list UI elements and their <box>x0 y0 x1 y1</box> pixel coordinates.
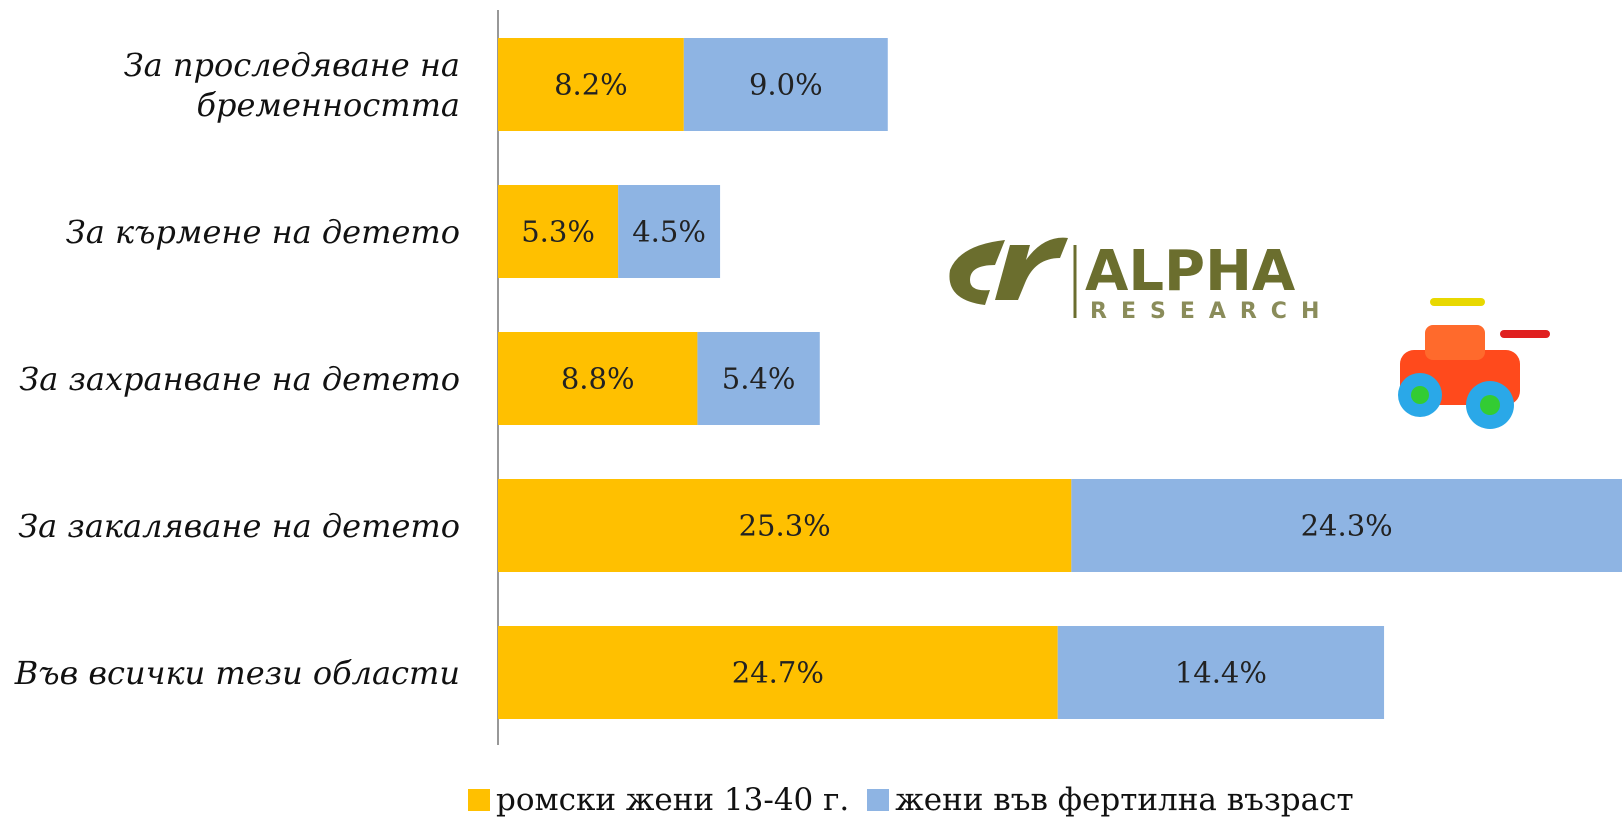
value-label: 14.4% <box>1175 656 1267 690</box>
value-label: 5.4% <box>722 362 796 396</box>
value-label: 4.5% <box>632 215 706 249</box>
toy-car <box>1398 298 1550 429</box>
value-label: 5.3% <box>521 215 595 249</box>
car-hub <box>1480 395 1500 415</box>
chart: ALPHA RESEARCH 8.2% 9.0% 5.3% 4.5% 8.8% 5.4% 2… <box>0 0 1622 822</box>
value-label: 8.2% <box>554 68 628 102</box>
value-label: 24.3% <box>1301 509 1393 543</box>
category-label: Във всички тези области <box>10 653 460 693</box>
car-hub <box>1411 386 1429 404</box>
category-label: За захранване на детето <box>10 359 460 399</box>
value-label: 25.3% <box>739 509 831 543</box>
value-label: 24.7% <box>732 656 824 690</box>
legend-swatch <box>867 789 889 811</box>
legend-label: жени във фертилна възраст <box>895 782 1353 818</box>
legend-label: ромски жени 13-40 г. <box>496 782 849 818</box>
legend-item: жени във фертилна възраст <box>867 782 1353 818</box>
value-label: 9.0% <box>749 68 823 102</box>
wrench <box>1430 298 1485 306</box>
legend-swatch <box>468 789 490 811</box>
logo: ALPHA RESEARCH <box>949 238 1333 324</box>
logo-mark <box>995 238 1068 300</box>
category-label: За кърмене на детето <box>10 212 460 252</box>
category-label: За закаляване на детето <box>10 506 460 546</box>
car-cab <box>1425 325 1485 360</box>
logo-text: ALPHA <box>1085 239 1296 304</box>
logo-subtext: RESEARCH <box>1090 299 1333 324</box>
screwdriver <box>1500 330 1550 338</box>
value-label: 8.8% <box>561 362 635 396</box>
category-label: За проследяване на бременността <box>10 45 460 125</box>
legend-item: ромски жени 13-40 г. <box>468 782 849 818</box>
